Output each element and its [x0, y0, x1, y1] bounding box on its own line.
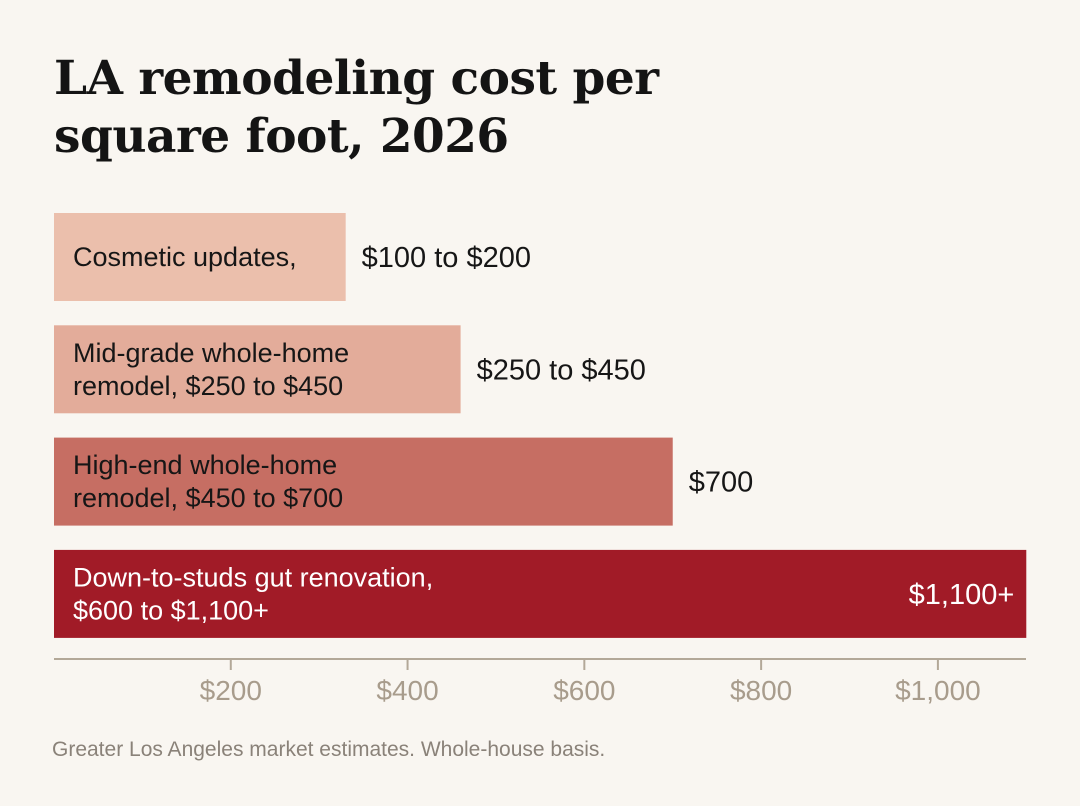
bar-3 — [54, 437, 673, 526]
chart-title: LA remodeling cost per square foot, 2026 — [54, 50, 954, 166]
x-tick-label-200: $200 — [200, 675, 262, 706]
bar-4-data-label: $1,100+ — [909, 579, 1015, 611]
bar-1-category-line-1: Cosmetic updates, — [73, 242, 297, 272]
bar-4-category-line-1: Down-to-studs gut renovation, — [73, 562, 433, 592]
x-tick-label-400: $400 — [376, 675, 438, 706]
bar-chart: Cosmetic updates, $100 to $200 Mid-grade w… — [54, 213, 1027, 706]
footnote: Greater Los Angeles market estimates. Wh… — [52, 738, 606, 761]
x-tick-label-800: $800 — [730, 675, 792, 706]
bar-3-category-line-1: High-end whole-home — [73, 450, 337, 480]
bar-3-category-line-2: remodel, $450 to $700 — [73, 483, 343, 513]
bar-3-category-label: High-end whole-home remodel, $450 to $700 — [73, 450, 343, 513]
chart-title-line-1: LA remodeling cost per — [54, 51, 659, 106]
bar-2-category-line-1: Mid-grade whole-home — [73, 338, 349, 368]
bar-4-category-line-2: $600 to $1,100+ — [73, 595, 269, 625]
bar-2 — [54, 325, 461, 414]
bar-2-data-label: $250 to $450 — [477, 354, 646, 386]
bar-4 — [54, 549, 1027, 638]
bar-2-category-label: Mid-grade whole-home remodel, $250 to $45… — [73, 338, 349, 401]
bar-4-category-label: Down-to-studs gut renovation, $600 to $1,… — [73, 562, 433, 625]
bar-2-category-line-2: remodel, $250 to $450 — [73, 371, 343, 401]
bar-1-data-label: $100 to $200 — [362, 242, 531, 274]
chart-title-line-2: square foot, 2026 — [54, 109, 509, 164]
x-tick-label-600: $600 — [553, 675, 615, 706]
x-tick-label-1000: $1,000 — [895, 675, 981, 706]
bar-1 — [54, 213, 346, 301]
bar-3-data-label: $700 — [689, 467, 754, 499]
bar-1-category-label: Cosmetic updates, — [73, 242, 297, 272]
